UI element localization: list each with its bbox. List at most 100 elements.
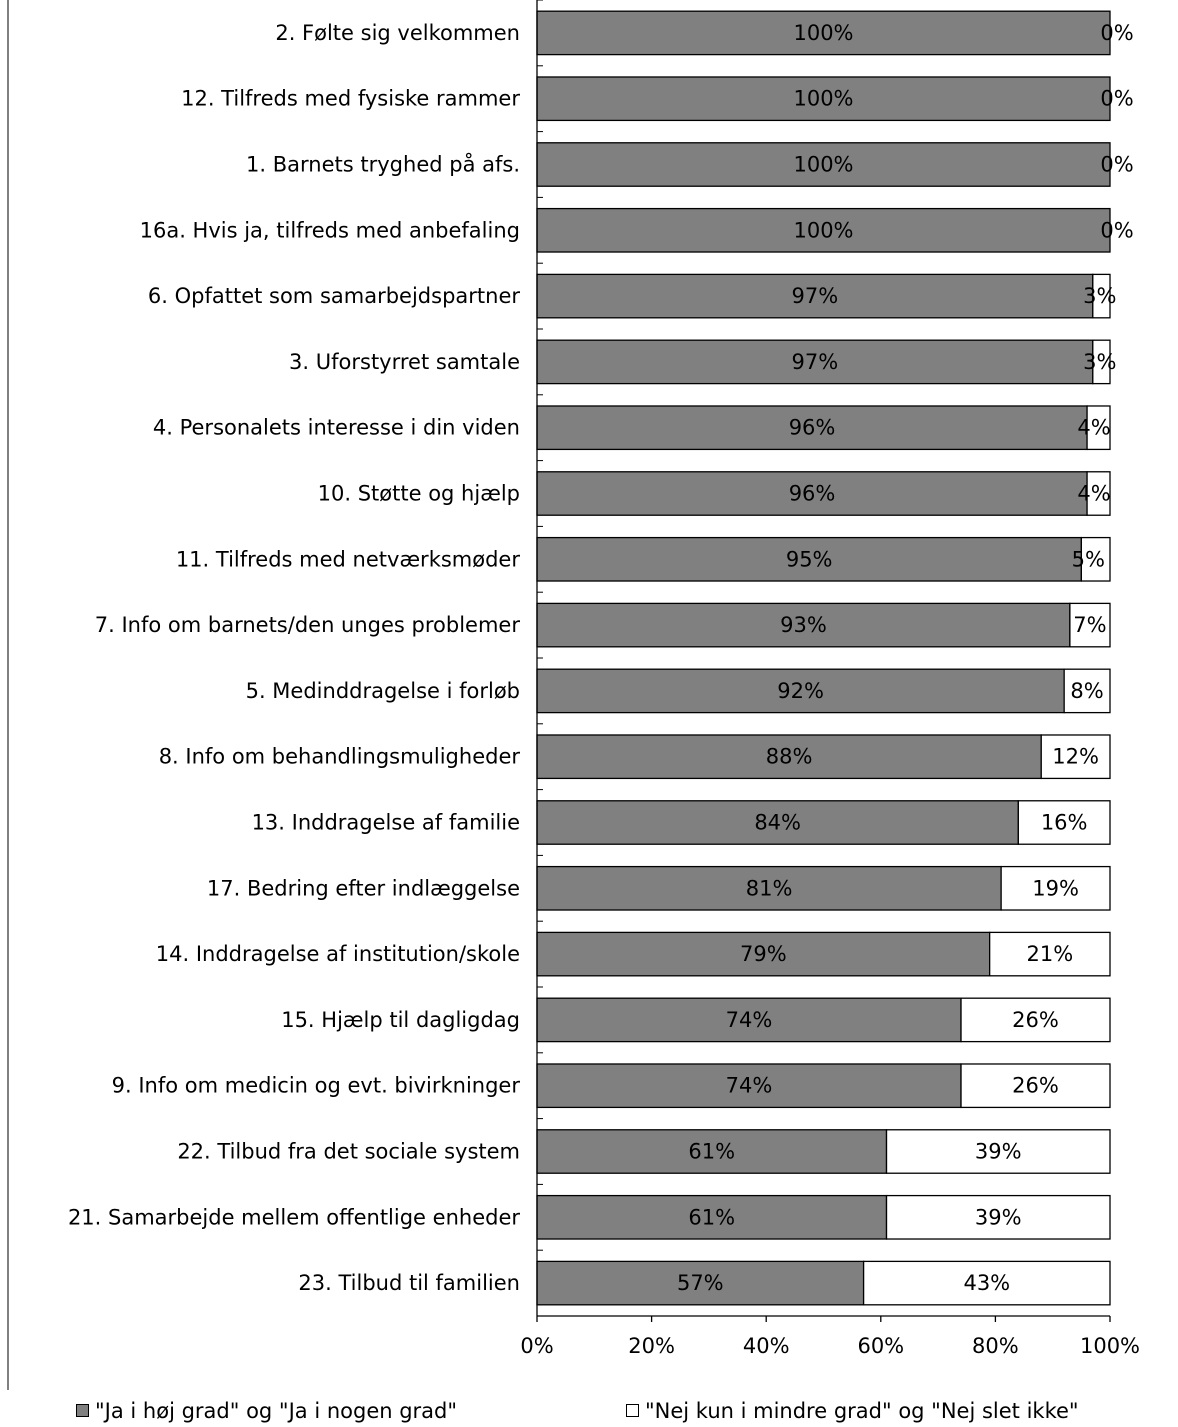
data-label-yes: 97% bbox=[792, 350, 839, 374]
data-label-yes: 57% bbox=[677, 1271, 724, 1295]
data-label-no: 0% bbox=[1100, 153, 1133, 177]
bar-segment-no bbox=[1086, 471, 1111, 516]
bar-segment-yes bbox=[536, 536, 1082, 582]
data-label-yes: 61% bbox=[688, 1140, 735, 1164]
data-label-no: 12% bbox=[1052, 745, 1099, 769]
data-label-no: 16% bbox=[1041, 811, 1088, 835]
data-label-yes: 92% bbox=[777, 679, 824, 703]
bar-segment-no bbox=[885, 1129, 1111, 1174]
bar-segment-yes bbox=[536, 602, 1071, 648]
x-tick-label: 80% bbox=[972, 1334, 1019, 1358]
data-label-yes: 74% bbox=[726, 1008, 773, 1032]
data-label-yes: 95% bbox=[786, 547, 833, 571]
category-label: 13. Inddragelse af familie bbox=[252, 811, 520, 835]
data-label-no: 3% bbox=[1083, 350, 1116, 374]
data-label-yes: 97% bbox=[792, 284, 839, 308]
category-label: 10. Støtte og hjælp bbox=[318, 482, 520, 506]
bar-segment-yes bbox=[536, 76, 1111, 122]
category-label: 3. Uforstyrret samtale bbox=[289, 350, 520, 374]
data-label-no: 8% bbox=[1070, 679, 1103, 703]
bar-segment-yes bbox=[536, 1260, 865, 1306]
bar-segment-yes bbox=[536, 931, 991, 977]
bar-segment-yes bbox=[536, 800, 1019, 845]
data-label-yes: 79% bbox=[740, 942, 787, 966]
bar-segment-yes bbox=[536, 405, 1088, 451]
data-label-no: 5% bbox=[1072, 547, 1105, 571]
data-label-no: 4% bbox=[1077, 416, 1110, 440]
category-label: 14. Inddragelse af institution/skole bbox=[156, 942, 520, 966]
category-label: 21. Samarbejde mellem offentlige enheder bbox=[68, 1205, 520, 1229]
bar-segment-no bbox=[1000, 865, 1111, 911]
bar-segment-no bbox=[885, 1194, 1111, 1240]
category-label: 9. Info om medicin og evt. bivirkninger bbox=[112, 1074, 521, 1098]
legend-swatch-yes bbox=[76, 1404, 89, 1417]
data-label-no: 7% bbox=[1073, 613, 1106, 637]
legend-label-no: "Nej kun i mindre grad" og "Nej slet ikk… bbox=[645, 1399, 1079, 1423]
x-tick-label: 60% bbox=[857, 1334, 904, 1358]
data-label-no: 43% bbox=[963, 1271, 1010, 1295]
x-axis: 0% 20% 40% 60% 80% 100% bbox=[7, 0, 1140, 1390]
data-label-yes: 96% bbox=[789, 482, 836, 506]
x-tick-label: 20% bbox=[628, 1334, 675, 1358]
category-label: 22. Tilbud fra det sociale system bbox=[177, 1140, 520, 1164]
bar-segment-no bbox=[1086, 405, 1111, 451]
category-label: 2. Følte sig velkommen bbox=[275, 21, 520, 45]
bar-segment-yes bbox=[536, 142, 1111, 187]
category-label: 23. Tilbud til familien bbox=[298, 1271, 520, 1295]
bar-segment-yes bbox=[536, 207, 1111, 253]
bar-segment-no bbox=[862, 1260, 1111, 1306]
data-label-no: 3% bbox=[1083, 284, 1116, 308]
category-label: 1. Barnets tryghed på afs. bbox=[246, 152, 520, 177]
legend-item-yes: "Ja i høj grad" og "Ja i nogen grad" bbox=[76, 1399, 457, 1423]
bar-segment-yes bbox=[536, 273, 1094, 319]
bar-segment-no bbox=[1092, 273, 1111, 319]
data-label-no: 39% bbox=[975, 1140, 1022, 1164]
data-label-no: 0% bbox=[1100, 21, 1133, 45]
data-label-no: 19% bbox=[1032, 876, 1079, 900]
x-tick-label: 40% bbox=[743, 1334, 790, 1358]
bar-segment-no bbox=[960, 1063, 1111, 1109]
data-label-yes: 84% bbox=[754, 811, 801, 835]
data-label-yes: 100% bbox=[793, 218, 853, 242]
bar-segment-no bbox=[1092, 339, 1111, 385]
data-label-no: 0% bbox=[1100, 87, 1133, 111]
bar-segment-no bbox=[1069, 602, 1111, 648]
data-label-yes: 74% bbox=[726, 1074, 773, 1098]
data-label-yes: 100% bbox=[793, 153, 853, 177]
bar-segment-no bbox=[1040, 734, 1111, 780]
bar-segment-yes bbox=[536, 10, 1111, 56]
data-label-yes: 100% bbox=[793, 21, 853, 45]
bar-segment-no bbox=[989, 931, 1111, 977]
category-label: 17. Bedring efter indlæggelse bbox=[207, 876, 520, 900]
data-label-no: 21% bbox=[1026, 942, 1073, 966]
legend-label-yes: "Ja i høj grad" og "Ja i nogen grad" bbox=[95, 1399, 458, 1423]
data-label-no: 4% bbox=[1077, 482, 1110, 506]
category-label: 8. Info om behandlingsmuligheder bbox=[159, 745, 521, 769]
data-label-no: 0% bbox=[1100, 218, 1133, 242]
bar-segment-no bbox=[1063, 668, 1111, 714]
bar-segment-yes bbox=[536, 734, 1042, 780]
data-label-yes: 93% bbox=[780, 613, 827, 637]
data-label-yes: 61% bbox=[688, 1205, 735, 1229]
bar-segment-no bbox=[1080, 536, 1111, 582]
data-label-yes: 88% bbox=[766, 745, 813, 769]
x-tick-label: 100% bbox=[1080, 1334, 1140, 1358]
data-label-yes: 96% bbox=[789, 416, 836, 440]
legend-item-no: "Nej kun i mindre grad" og "Nej slet ikk… bbox=[626, 1399, 1079, 1423]
data-label-no: 26% bbox=[1012, 1074, 1059, 1098]
legend-swatch-no bbox=[626, 1404, 639, 1417]
data-label-yes: 81% bbox=[746, 876, 793, 900]
bars-layer bbox=[536, 10, 1111, 1306]
category-label: 6. Opfattet som samarbejdspartner bbox=[148, 284, 520, 308]
bar-segment-no bbox=[1017, 800, 1111, 845]
category-label: 12. Tilfreds med fysiske rammer bbox=[181, 87, 520, 111]
bar-segment-yes bbox=[536, 1194, 888, 1240]
category-label: 4. Personalets interesse i din viden bbox=[153, 416, 520, 440]
bar-segment-yes bbox=[536, 1129, 888, 1174]
category-label: 7. Info om barnets/den unges problemer bbox=[95, 613, 521, 637]
data-label-yes: 100% bbox=[793, 87, 853, 111]
x-tick-label: 0% bbox=[520, 1334, 553, 1358]
bar-segment-no bbox=[960, 997, 1111, 1043]
bar-segment-yes bbox=[536, 668, 1065, 714]
